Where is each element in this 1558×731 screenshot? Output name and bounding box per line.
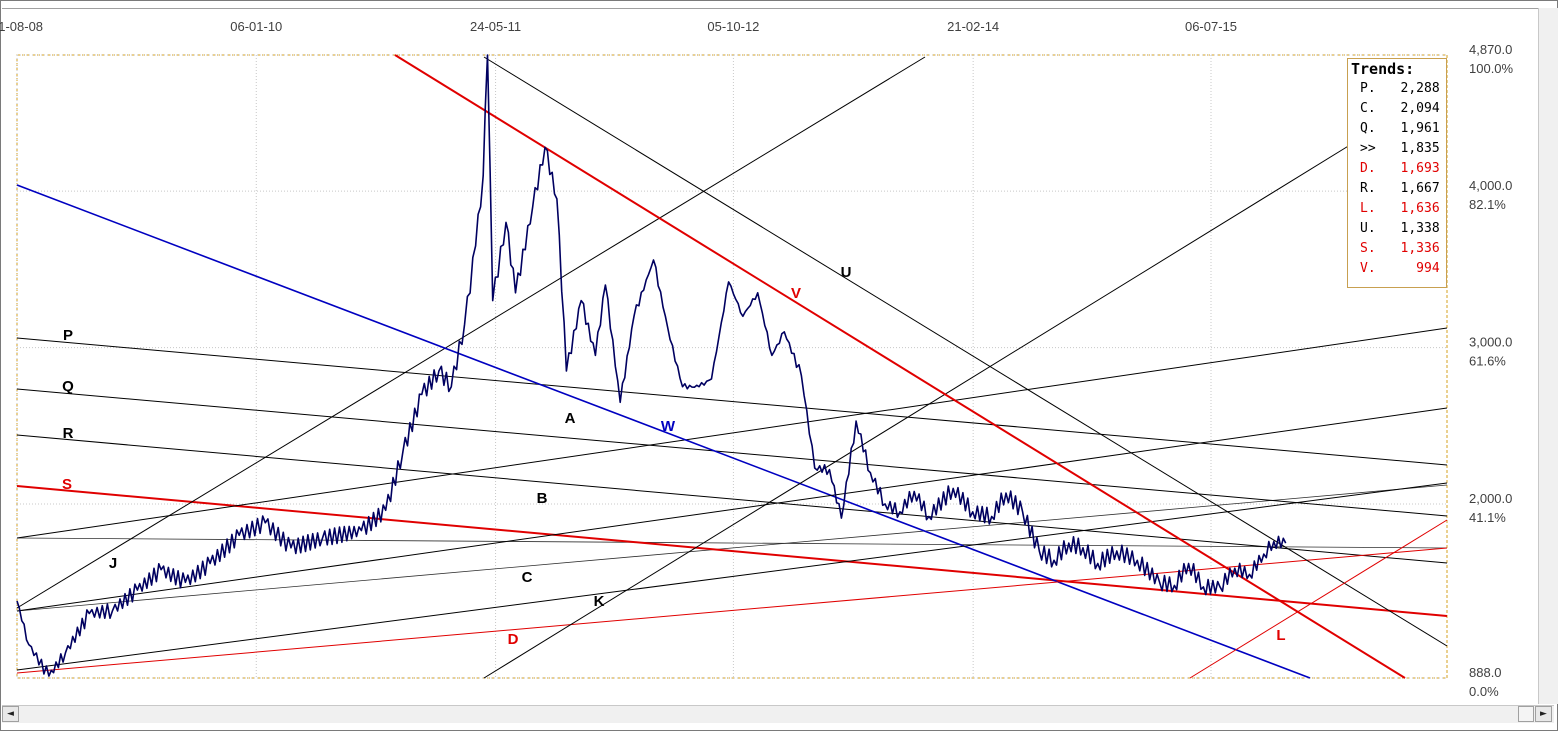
trends-legend: Trends: P. 2,288 C. 2,094 Q. 1,961 >> 1,835 D. 1,…	[1347, 58, 1447, 288]
y-tick-percent: 41.1%	[1469, 510, 1506, 525]
trend-row-value: 1,961	[1400, 121, 1440, 136]
trend-row-value: 2,288	[1400, 81, 1440, 96]
trend-row-label: V.	[1360, 261, 1376, 276]
trend-row: S. 1,336	[1348, 239, 1446, 259]
trend-line-label: V	[791, 285, 801, 302]
x-tick-label: 24-05-11	[470, 19, 521, 34]
y-tick-value: 4,870.0	[1469, 42, 1512, 57]
trend-row-label: C.	[1360, 101, 1376, 116]
trend-row-value: 1,693	[1400, 161, 1440, 176]
trend-line-label: R	[63, 425, 74, 442]
trend-line-a	[16, 327, 1448, 539]
trend-row-value: 2,094	[1400, 101, 1440, 116]
x-tick-label: 05-10-12	[707, 19, 759, 34]
scroll-right-button[interactable]: ►	[1535, 706, 1552, 722]
trend-line-c	[16, 482, 1448, 671]
trend-line-label: S	[62, 476, 72, 493]
trend-row: C. 2,094	[1348, 99, 1446, 119]
trend-line-label: Q	[62, 378, 74, 395]
y-tick-percent: 0.0%	[1469, 684, 1499, 699]
trend-line-r	[16, 434, 1448, 564]
trend-line-q	[16, 388, 1448, 517]
trend-line-b	[16, 407, 1448, 612]
trend-line	[16, 537, 1448, 549]
trend-line-label: W	[661, 418, 676, 435]
trend-row-label: R.	[1360, 181, 1376, 196]
trend-row: R. 1,667	[1348, 179, 1446, 199]
trend-row-value: 994	[1416, 261, 1440, 276]
trend-rows: P. 2,288 C. 2,094 Q. 1,961 >> 1,835 D. 1,693 R. 1,6…	[1348, 79, 1446, 279]
x-tick-label: 06-01-10	[230, 19, 282, 34]
trend-line-label: P	[63, 327, 73, 344]
scroll-thumb[interactable]	[1518, 706, 1534, 722]
trend-row-value: 1,835	[1400, 141, 1440, 156]
y-tick-value: 4,000.0	[1469, 178, 1512, 193]
right-gutter	[1538, 8, 1558, 704]
trend-line-label: L	[1276, 627, 1285, 644]
trend-line-p	[16, 337, 1448, 466]
trend-row: U. 1,338	[1348, 219, 1446, 239]
trend-line-w	[16, 184, 1311, 679]
trend-line-j	[16, 56, 926, 609]
x-tick-label: 06-07-15	[1185, 19, 1237, 34]
window-top-strip	[2, 2, 1556, 9]
trends-title: Trends:	[1351, 60, 1415, 78]
trend-line-label: U	[841, 264, 852, 281]
horizontal-scrollbar[interactable]: ◄ ►	[2, 705, 1554, 723]
y-tick-percent: 61.6%	[1469, 354, 1506, 369]
price-series-line	[16, 54, 1287, 677]
trend-row-label: D.	[1360, 161, 1376, 176]
trend-row: D. 1,693	[1348, 159, 1446, 179]
trend-line-l	[1189, 519, 1448, 679]
trend-row-value: 1,338	[1400, 221, 1440, 236]
trend-line-s	[16, 485, 1448, 617]
price-chart: 21-08-08 06-01-10 24-05-11 05-10-12 21-02-14…	[0, 19, 1514, 699]
trend-row-value: 1,336	[1400, 241, 1440, 256]
trend-row: Q. 1,961	[1348, 119, 1446, 139]
trend-line-label: D	[508, 631, 519, 648]
plot-frame	[16, 54, 1448, 679]
trend-line-d	[16, 547, 1448, 674]
trend-row-value: 1,667	[1400, 181, 1440, 196]
trend-line-label: J	[109, 555, 117, 572]
trend-row-label: S.	[1360, 241, 1376, 256]
trend-row: P. 2,288	[1348, 79, 1446, 99]
y-tick-percent: 82.1%	[1469, 197, 1506, 212]
scroll-left-button[interactable]: ◄	[2, 706, 19, 722]
y-tick-percent: 100.0%	[1469, 61, 1514, 76]
trend-row-label: L.	[1360, 201, 1376, 216]
trend-row: >> 1,835	[1348, 139, 1446, 159]
trend-line-label: A	[565, 410, 576, 427]
trend-row-label: Q.	[1360, 121, 1376, 136]
trend-row: L. 1,636	[1348, 199, 1446, 219]
trend-row-value: 1,636	[1400, 201, 1440, 216]
x-tick-label: 21-02-14	[947, 19, 999, 34]
trend-line-label: B	[537, 490, 548, 507]
y-tick-value: 3,000.0	[1469, 335, 1512, 350]
trend-line-label: K	[594, 593, 605, 610]
trend-line-k	[483, 144, 1351, 679]
trend-line	[16, 484, 1448, 612]
trend-row-label: >>	[1360, 141, 1376, 156]
trend-row: V. 994	[1348, 259, 1446, 279]
x-tick-label: 21-08-08	[0, 19, 43, 34]
trend-line-label: C	[522, 569, 533, 586]
trend-row-label: U.	[1360, 221, 1376, 236]
trend-row-label: P.	[1360, 81, 1376, 96]
trend-line-u	[483, 56, 1448, 647]
y-tick-value: 2,000.0	[1469, 491, 1512, 506]
y-tick-value: 888.0	[1469, 665, 1502, 680]
